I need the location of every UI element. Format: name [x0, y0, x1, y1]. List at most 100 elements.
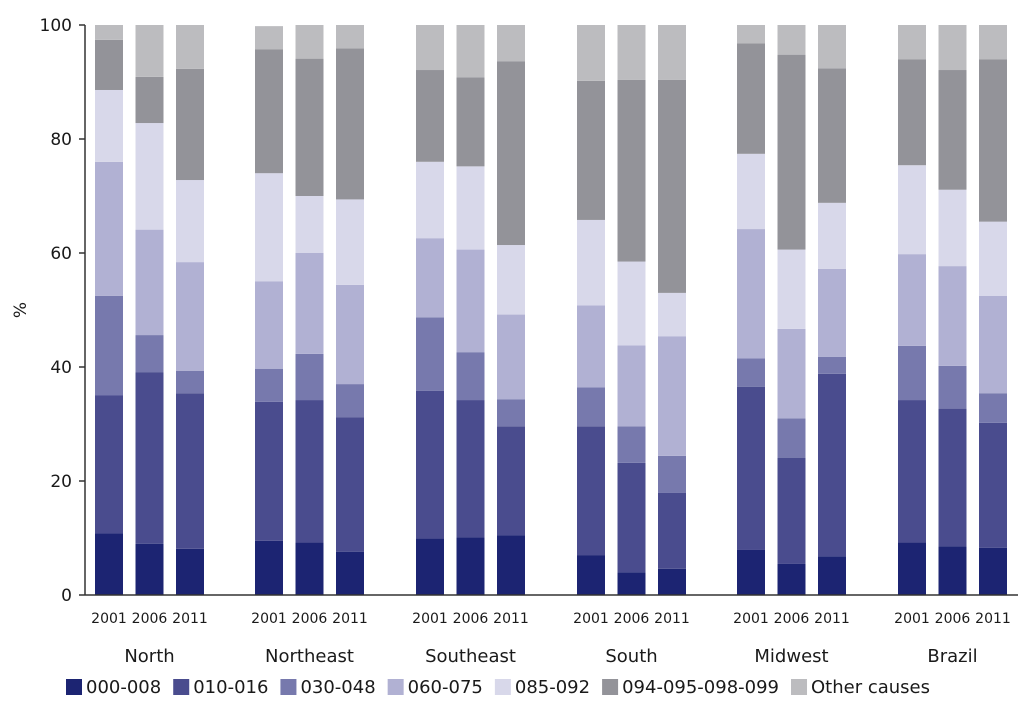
- bar-segment-brazil-2011-s4: [979, 221, 1007, 296]
- y-tick-label: 80: [50, 130, 72, 150]
- bar-segment-northeast-2006-s6: [295, 25, 324, 59]
- bar-segment-south-2011-s5: [658, 79, 686, 293]
- group-label-northeast: Northeast: [265, 646, 354, 667]
- bar-segment-midwest-2011-s4: [818, 202, 846, 269]
- bar-segment-southeast-2011-s1: [497, 426, 525, 536]
- bar-segment-north-2001-s1: [95, 395, 123, 534]
- bar-segment-northeast-2001-s1: [255, 401, 283, 541]
- bar-segment-midwest-2001-s3: [737, 229, 765, 359]
- bar-segment-southeast-2001-s4: [416, 161, 444, 239]
- bar-segment-south-2006-s5: [617, 79, 646, 262]
- bar-segment-northeast-2011-s5: [336, 48, 364, 200]
- y-tick-label: 20: [50, 472, 72, 492]
- bar-segment-south-2006-s2: [617, 426, 646, 463]
- bar-segment-south-2006-s1: [617, 462, 646, 573]
- bar-segment-midwest-2011-s1: [818, 373, 846, 557]
- bar-segment-brazil-2006-s6: [938, 25, 967, 71]
- legend-label-6: Other causes: [811, 677, 930, 698]
- year-label: 2006: [292, 611, 328, 627]
- bar-segment-southeast-2001-s1: [416, 390, 444, 539]
- bar-segment-northeast-2001-s4: [255, 173, 283, 282]
- bar-segment-southeast-2006-s5: [456, 77, 485, 167]
- bar-segment-midwest-2001-s6: [737, 25, 765, 44]
- bars-layer: [95, 25, 1007, 595]
- bar-segment-southeast-2001-s0: [416, 538, 444, 595]
- bar-segment-north-2001-s3: [95, 161, 123, 296]
- bar-segment-midwest-2011-s3: [818, 268, 846, 357]
- bar-segment-north-2006-s3: [135, 229, 164, 336]
- bar-segment-northeast-2011-s3: [336, 284, 364, 385]
- bar-segment-brazil-2001-s6: [898, 25, 926, 60]
- bar-segment-south-2011-s2: [658, 455, 686, 493]
- bar-segment-brazil-2001-s2: [898, 345, 926, 401]
- bar-segment-southeast-2001-s2: [416, 317, 444, 391]
- year-label: 2006: [935, 611, 971, 627]
- bar-segment-north-2011-s4: [176, 180, 204, 263]
- year-label: 2011: [814, 611, 850, 627]
- bar-segment-southeast-2011-s0: [497, 535, 525, 595]
- bar-segment-brazil-2006-s1: [938, 408, 967, 547]
- bar-segment-brazil-2001-s1: [898, 400, 926, 543]
- bar-segment-south-2006-s0: [617, 572, 646, 595]
- bar-segment-southeast-2006-s6: [456, 25, 485, 78]
- bar-segment-brazil-2011-s2: [979, 393, 1007, 423]
- bar-segment-midwest-2001-s2: [737, 358, 765, 387]
- bar-segment-brazil-2006-s0: [938, 546, 967, 595]
- bar-segment-north-2006-s4: [135, 123, 164, 230]
- y-tick-label: 60: [50, 244, 72, 264]
- year-label: 2011: [172, 611, 208, 627]
- y-tick-label: 0: [61, 586, 72, 606]
- bar-segment-midwest-2001-s4: [737, 153, 765, 230]
- bar-segment-northeast-2001-s3: [255, 281, 283, 369]
- bar-segment-south-2001-s1: [577, 426, 605, 556]
- bar-segment-southeast-2001-s5: [416, 70, 444, 162]
- year-label: 2001: [573, 611, 609, 627]
- legend-label-0: 000-008: [86, 677, 161, 698]
- bar-segment-brazil-2011-s6: [979, 25, 1007, 60]
- bar-segment-north-2006-s6: [135, 25, 164, 77]
- bar-segment-north-2006-s2: [135, 335, 164, 373]
- bar-segment-brazil-2006-s2: [938, 365, 967, 409]
- y-tick-label: 40: [50, 358, 72, 378]
- legend-swatch-2: [280, 679, 297, 695]
- bar-segment-north-2001-s2: [95, 295, 123, 396]
- legend-swatch-4: [494, 679, 511, 695]
- group-label-south: South: [605, 646, 657, 667]
- legend-swatch-5: [602, 679, 619, 695]
- bar-segment-north-2011-s5: [176, 68, 204, 181]
- bar-segment-south-2001-s0: [577, 555, 605, 595]
- bar-segment-north-2006-s0: [135, 543, 164, 595]
- bar-segment-northeast-2006-s3: [295, 253, 324, 354]
- bar-segment-south-2006-s4: [617, 261, 646, 346]
- legend-swatch-1: [173, 679, 190, 695]
- bar-segment-brazil-2001-s0: [898, 542, 926, 595]
- bar-segment-northeast-2011-s1: [336, 417, 364, 552]
- bar-segment-northeast-2006-s5: [295, 58, 324, 196]
- year-label: 2011: [332, 611, 368, 627]
- year-label: 2011: [654, 611, 690, 627]
- bar-segment-south-2011-s6: [658, 25, 686, 80]
- year-label: 2006: [774, 611, 810, 627]
- bar-segment-brazil-2006-s4: [938, 189, 967, 267]
- bar-segment-brazil-2001-s3: [898, 254, 926, 346]
- bar-segment-south-2001-s5: [577, 80, 605, 220]
- bar-segment-north-2011-s2: [176, 370, 204, 394]
- bar-segment-midwest-2006-s0: [777, 563, 806, 595]
- bar-segment-southeast-2011-s6: [497, 25, 525, 62]
- legend: 000-008 010-016 030-048 060-075 085-092 094-0…: [66, 677, 930, 698]
- bar-segment-midwest-2006-s1: [777, 457, 806, 564]
- year-label: 2001: [733, 611, 769, 627]
- bar-segment-north-2011-s0: [176, 548, 204, 595]
- bar-segment-midwest-2001-s5: [737, 43, 765, 154]
- y-tick-label: 100: [40, 16, 72, 36]
- bar-segment-northeast-2006-s2: [295, 353, 324, 401]
- bar-segment-north-2011-s3: [176, 262, 204, 371]
- bar-segment-southeast-2011-s4: [497, 245, 525, 315]
- bar-segment-south-2011-s4: [658, 292, 686, 337]
- bar-segment-southeast-2006-s2: [456, 352, 485, 401]
- bar-segment-north-2006-s1: [135, 372, 164, 544]
- year-label: 2006: [614, 611, 650, 627]
- bar-segment-north-2001-s0: [95, 533, 123, 595]
